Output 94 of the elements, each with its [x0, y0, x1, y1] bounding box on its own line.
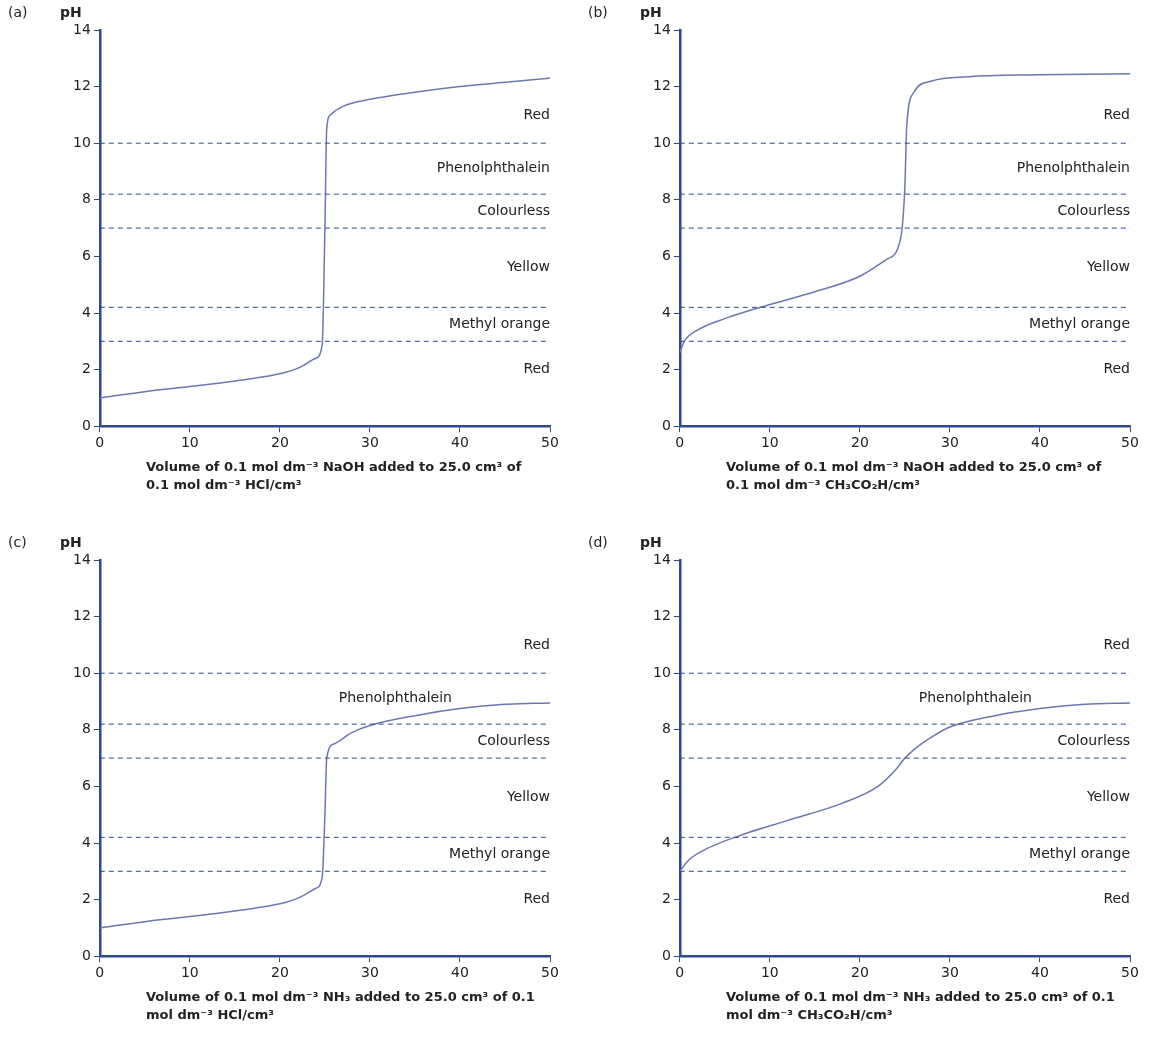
annotation: Colourless: [1057, 731, 1130, 748]
x-axis-title: Volume of 0.1 mol dm⁻³ NaOH added to 25.0 cm³ of 0.1 mol dm⁻³ CH₃CO₂H/cm³: [726, 458, 1103, 494]
y-tick-label: 8: [81, 190, 91, 207]
x-axis-title: Volume of 0.1 mol dm⁻³ NH₃ added to 25.0 cm³ of 0.1 mol dm⁻³ CH₃CO₂H/cm³: [726, 988, 1116, 1024]
x-tick-label: 10: [760, 434, 779, 451]
x-tick-label: 0: [95, 964, 105, 981]
x-tick-label: 0: [95, 434, 105, 451]
x-axis-title: Volume of 0.1 mol dm⁻³ NaOH added to 25.0 cm³ of 0.1 mol dm⁻³ HCl/cm³: [146, 458, 523, 494]
annotation: Red: [1103, 105, 1130, 122]
y-axis-title: pH: [640, 534, 662, 550]
y-tick-label: 14: [72, 20, 91, 37]
annotation: Phenolphthalein: [436, 159, 550, 176]
x-tick-label: 40: [1031, 434, 1049, 451]
y-axis-title: pH: [60, 534, 82, 550]
y-tick-label: 8: [661, 190, 671, 207]
chart-title: (b): [588, 4, 608, 20]
y-tick-label: 12: [652, 77, 671, 94]
annotation: Phenolphthalein: [338, 689, 452, 706]
x-tick-label: 20: [850, 434, 869, 451]
annotation: Yellow: [505, 258, 550, 275]
y-tick-label: 12: [72, 77, 91, 94]
chart-title: (a): [8, 4, 28, 20]
y-tick-label: 6: [661, 777, 671, 794]
y-tick-label: 0: [81, 946, 91, 963]
x-tick-label: 50: [1121, 434, 1139, 451]
y-tick-label: 4: [81, 833, 91, 850]
x-tick-label: 20: [270, 434, 289, 451]
x-tick-label: 20: [270, 964, 289, 981]
y-tick-label: 4: [661, 303, 671, 320]
y-tick-label: 2: [661, 890, 671, 907]
y-tick-label: 12: [652, 607, 671, 624]
x-tick-label: 20: [850, 964, 869, 981]
annotation: Red: [1103, 360, 1130, 377]
annotation: Methyl orange: [449, 844, 550, 861]
y-tick-label: 10: [72, 133, 91, 150]
y-tick-label: 4: [81, 303, 91, 320]
y-tick-label: 2: [81, 890, 91, 907]
x-tick-label: 10: [180, 964, 199, 981]
x-tick-label: 10: [760, 964, 779, 981]
y-tick-label: 2: [81, 360, 91, 377]
annotation: Red: [1103, 890, 1130, 907]
x-tick-label: 40: [451, 964, 469, 981]
chart-title: (d): [588, 534, 608, 550]
annotation: Yellow: [1085, 258, 1130, 275]
x-tick-label: 50: [1121, 964, 1139, 981]
y-axis-title: pH: [60, 4, 82, 20]
annotation: Phenolphthalein: [1016, 159, 1130, 176]
annotation: Red: [523, 105, 550, 122]
y-tick-label: 10: [652, 663, 671, 680]
annotation: Red: [1103, 635, 1130, 652]
y-tick-label: 14: [652, 550, 671, 567]
annotation: Red: [523, 635, 550, 652]
annotation: Methyl orange: [1029, 314, 1130, 331]
y-tick-label: 6: [661, 247, 671, 264]
y-tick-label: 10: [72, 663, 91, 680]
y-tick-label: 14: [652, 20, 671, 37]
chart-title: (c): [8, 534, 27, 550]
y-tick-label: 6: [81, 247, 91, 264]
annotation: Methyl orange: [449, 314, 550, 331]
annotation: Colourless: [477, 731, 550, 748]
y-tick-label: 0: [661, 416, 671, 433]
y-tick-label: 6: [81, 777, 91, 794]
y-axis-title: pH: [640, 4, 662, 20]
x-tick-label: 0: [675, 434, 685, 451]
y-tick-label: 0: [81, 416, 91, 433]
y-tick-label: 4: [661, 833, 671, 850]
annotation: Phenolphthalein: [918, 689, 1032, 706]
annotation: Red: [523, 360, 550, 377]
x-axis-title: Volume of 0.1 mol dm⁻³ NH₃ added to 25.0 cm³ of 0.1 mol dm⁻³ HCl/cm³: [146, 988, 536, 1024]
annotation: Yellow: [505, 788, 550, 805]
line-series: [679, 73, 1130, 354]
x-tick-label: 10: [180, 434, 199, 451]
x-tick-label: 30: [941, 964, 959, 981]
annotation: Colourless: [1057, 201, 1130, 218]
y-tick-label: 8: [81, 720, 91, 737]
y-tick-label: 8: [661, 720, 671, 737]
y-tick-label: 14: [72, 550, 91, 567]
x-tick-label: 50: [541, 964, 559, 981]
x-tick-label: 40: [1031, 964, 1049, 981]
annotation: Yellow: [1085, 788, 1130, 805]
x-tick-label: 30: [941, 434, 959, 451]
line-series: [99, 77, 550, 399]
x-tick-label: 30: [361, 434, 379, 451]
x-tick-label: 50: [541, 434, 559, 451]
y-tick-label: 2: [661, 360, 671, 377]
y-tick-label: 10: [652, 133, 671, 150]
x-tick-label: 0: [675, 964, 685, 981]
y-tick-label: 0: [661, 946, 671, 963]
y-tick-label: 12: [72, 607, 91, 624]
annotation: Methyl orange: [1029, 844, 1130, 861]
x-tick-label: 30: [361, 964, 379, 981]
annotation: Red: [523, 890, 550, 907]
annotation: Colourless: [477, 201, 550, 218]
x-tick-label: 40: [451, 434, 469, 451]
